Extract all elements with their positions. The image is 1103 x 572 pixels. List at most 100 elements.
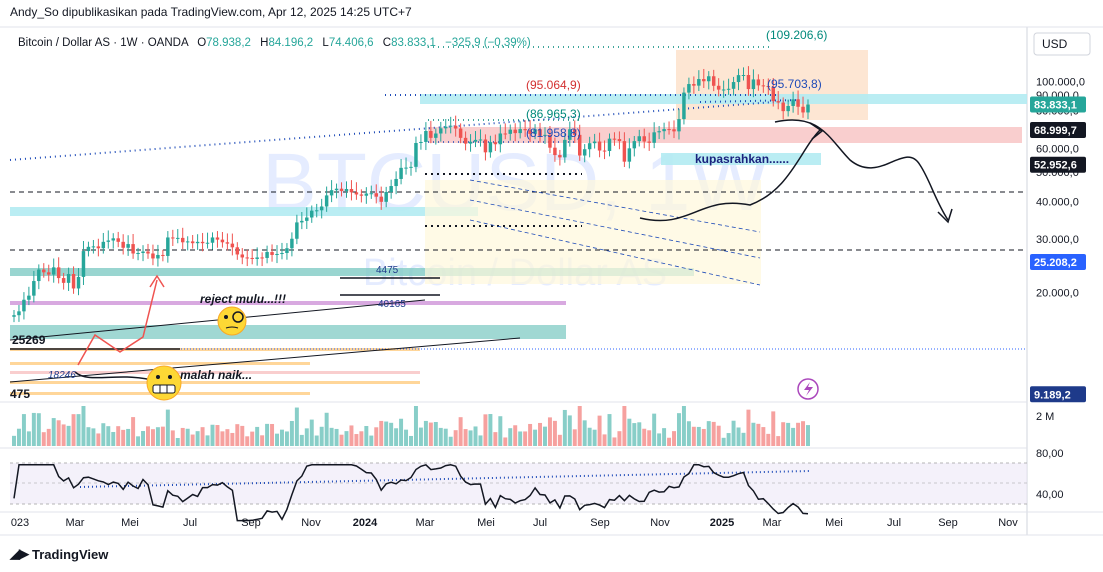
volume-bar [205, 435, 210, 446]
volume-bar [508, 428, 513, 446]
volume-bar [503, 437, 508, 446]
monocle-face-icon [217, 306, 247, 336]
volume-bar [66, 425, 71, 446]
volume-bar [399, 418, 404, 446]
volume-bar [632, 423, 637, 446]
candle-body [389, 186, 393, 193]
price-tick-6: 30.000,0 [1036, 234, 1079, 246]
candle-body [453, 125, 458, 129]
volume-bar [801, 421, 806, 446]
volume-bar [131, 417, 136, 446]
candle-body [672, 129, 676, 132]
candle-body [250, 257, 254, 259]
volume-bar [136, 436, 141, 446]
red-fake-move-arrow [77, 279, 158, 366]
candle-body [240, 254, 245, 258]
volume-bar [676, 413, 681, 446]
volume-bar [215, 425, 220, 446]
orange-line-2 [10, 362, 310, 365]
label-25269: 25269 [12, 333, 46, 347]
time-tick-0: 023 [11, 517, 29, 529]
price-badge-label-4: 9.189,2 [1034, 389, 1071, 401]
candle-body [374, 193, 378, 197]
volume-bar [771, 411, 776, 446]
volume-bar [96, 433, 101, 446]
candle-body [682, 92, 686, 120]
trend-line-upper [9, 299, 426, 341]
candle-body [255, 257, 259, 259]
currency-button[interactable] [1033, 32, 1091, 56]
label-95064: (95.064,9) [526, 78, 581, 92]
tradingview-brand: ◢▶ TradingView [10, 546, 108, 562]
candle-body [781, 102, 785, 112]
candle-body [384, 192, 388, 202]
candle-body [185, 241, 190, 243]
candle-body [642, 136, 646, 142]
candle-body [290, 238, 294, 249]
candle-body [448, 125, 453, 127]
candle-body [796, 99, 800, 107]
candle-body [260, 257, 264, 259]
label-95703: (95.703,8) [767, 77, 822, 91]
volume-bar [250, 431, 255, 446]
candle-body [483, 139, 488, 153]
candle-body [508, 129, 512, 134]
price-badge-4 [1030, 386, 1086, 403]
volume-bar [622, 406, 627, 446]
volume-bar [423, 420, 428, 446]
label-86965: (86.965,3) [526, 107, 581, 121]
label-naik: malah naik... [180, 368, 252, 382]
teal-66k-zone [10, 207, 478, 216]
candle-body [409, 166, 413, 168]
red-arrow-head [149, 274, 165, 288]
volume-bar [602, 434, 607, 446]
time-tick-6: 2024 [353, 517, 378, 529]
volume-bar [716, 425, 721, 446]
volume-bars [12, 406, 810, 446]
volume-bar [642, 428, 647, 446]
teal-48k-zone [10, 268, 694, 276]
volume-bar [364, 426, 369, 446]
time-tick-11: Nov [650, 517, 670, 529]
volume-bar [701, 428, 706, 446]
channel-upper [469, 179, 761, 233]
candle-body [220, 239, 225, 243]
candle-body [225, 242, 230, 244]
volume-bar [518, 431, 523, 446]
candle-body [280, 253, 284, 255]
volume-bar [567, 415, 572, 446]
volume-bar [46, 428, 51, 446]
volume-axis-label: 2 M [1036, 411, 1054, 423]
candle-body [32, 281, 36, 296]
legend-symbol: Bitcoin / Dollar AS · 1W · OANDA O78.938… [18, 37, 531, 49]
volume-bar [71, 414, 76, 446]
candle-body [637, 136, 642, 142]
candle-body [86, 246, 91, 252]
publish-header: Andy_So dipublikasikan pada TradingView.… [10, 5, 412, 19]
volume-bar [711, 421, 716, 446]
volume-bar [260, 435, 265, 446]
candle-body [558, 155, 562, 158]
volume-bar [776, 436, 781, 446]
volume-bar [299, 434, 304, 446]
projection-curve-drawing [639, 129, 821, 222]
projection-down-arrow-head [937, 208, 953, 224]
volume-bar [746, 409, 751, 446]
candle-body [563, 139, 567, 158]
candle-body [592, 141, 597, 144]
volume-bar [686, 421, 691, 446]
candle-body [116, 238, 120, 242]
volume-bar [86, 427, 91, 446]
candle-body [394, 178, 398, 187]
candle-body [319, 206, 324, 211]
volume-bar [334, 428, 339, 446]
volume-bar [324, 412, 329, 446]
time-axis: 023 Mar Mei Jul Sep Nov 2024 Mar Mei Jul Sep Nov 202… [11, 517, 1018, 529]
candle-body [478, 139, 483, 141]
volume-bar [200, 427, 205, 446]
candle-body [468, 141, 473, 144]
candle-body [513, 129, 517, 134]
candle-body [503, 133, 508, 135]
price-badge-label-2: 52.952,6 [1034, 160, 1077, 172]
